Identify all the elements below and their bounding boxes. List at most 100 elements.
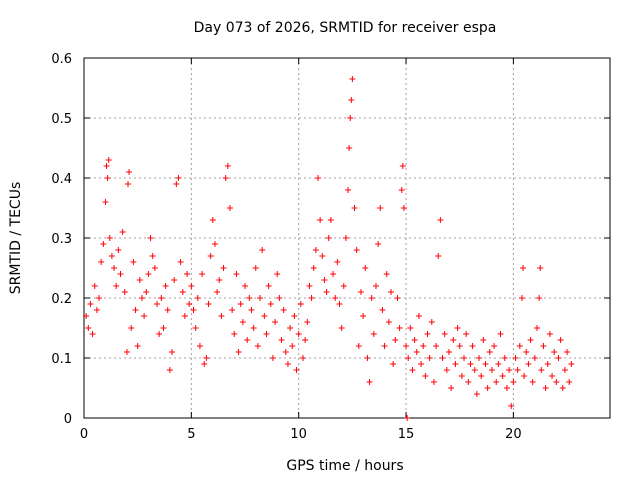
data-point bbox=[312, 247, 319, 253]
data-point bbox=[420, 343, 427, 349]
data-point bbox=[347, 115, 354, 121]
data-point bbox=[282, 349, 289, 355]
data-point bbox=[196, 343, 203, 349]
data-point bbox=[399, 163, 406, 169]
data-point bbox=[169, 349, 176, 355]
data-point bbox=[160, 325, 167, 331]
data-point bbox=[473, 391, 480, 397]
data-point bbox=[334, 259, 341, 265]
data-point bbox=[132, 307, 139, 313]
data-point bbox=[461, 355, 468, 361]
data-point bbox=[456, 343, 463, 349]
data-point bbox=[332, 295, 339, 301]
data-point bbox=[520, 265, 527, 271]
data-point bbox=[306, 283, 313, 289]
data-point bbox=[336, 301, 343, 307]
data-point bbox=[179, 289, 186, 295]
data-point bbox=[413, 349, 420, 355]
data-point bbox=[370, 331, 377, 337]
data-point bbox=[252, 265, 259, 271]
data-point bbox=[214, 289, 221, 295]
data-point bbox=[119, 229, 126, 235]
data-point bbox=[175, 175, 182, 181]
data-point bbox=[235, 349, 242, 355]
data-point bbox=[267, 301, 274, 307]
data-point bbox=[527, 337, 534, 343]
data-point bbox=[106, 235, 113, 241]
data-point bbox=[231, 331, 238, 337]
data-point bbox=[194, 295, 201, 301]
data-point bbox=[495, 361, 502, 367]
data-point bbox=[553, 379, 560, 385]
data-point bbox=[263, 331, 270, 337]
data-point bbox=[224, 163, 231, 169]
data-point bbox=[422, 373, 429, 379]
data-point bbox=[555, 355, 562, 361]
data-point bbox=[394, 295, 401, 301]
data-point bbox=[220, 265, 227, 271]
data-point bbox=[430, 379, 437, 385]
data-point bbox=[415, 313, 422, 319]
data-point bbox=[372, 283, 379, 289]
data-point bbox=[508, 403, 515, 409]
data-point bbox=[115, 247, 122, 253]
data-point bbox=[403, 343, 410, 349]
data-point bbox=[199, 271, 206, 277]
data-point bbox=[284, 361, 291, 367]
data-point bbox=[537, 265, 544, 271]
data-point bbox=[151, 265, 158, 271]
data-point bbox=[512, 355, 519, 361]
chart-title: Day 073 of 2026, SRMTID for receiver esp… bbox=[194, 20, 497, 36]
data-point bbox=[450, 337, 457, 343]
data-point bbox=[345, 187, 352, 193]
data-point bbox=[98, 259, 105, 265]
data-point bbox=[250, 325, 257, 331]
y-tick-label: 0 bbox=[64, 412, 72, 427]
data-point bbox=[205, 301, 212, 307]
data-point bbox=[91, 283, 98, 289]
x-axis-label: GPS time / hours bbox=[286, 458, 403, 474]
data-point bbox=[392, 337, 399, 343]
data-point bbox=[405, 355, 412, 361]
y-tick-label: 0.5 bbox=[51, 112, 72, 127]
data-point bbox=[476, 355, 483, 361]
data-point bbox=[186, 301, 193, 307]
data-point bbox=[188, 283, 195, 289]
data-point bbox=[342, 235, 349, 241]
x-tick-label: 5 bbox=[187, 427, 195, 442]
data-point bbox=[173, 181, 180, 187]
data-point bbox=[136, 277, 143, 283]
data-point bbox=[242, 283, 249, 289]
data-point bbox=[302, 337, 309, 343]
data-point bbox=[222, 175, 229, 181]
data-point bbox=[439, 355, 446, 361]
data-point bbox=[297, 301, 304, 307]
data-point bbox=[366, 379, 373, 385]
data-point bbox=[353, 247, 360, 253]
data-point bbox=[325, 235, 332, 241]
data-point bbox=[469, 343, 476, 349]
data-point bbox=[346, 145, 353, 151]
data-point bbox=[443, 367, 450, 373]
data-point bbox=[465, 379, 472, 385]
data-point bbox=[246, 295, 253, 301]
data-point bbox=[104, 175, 111, 181]
data-point bbox=[454, 325, 461, 331]
data-point bbox=[428, 319, 435, 325]
data-point bbox=[510, 379, 517, 385]
data-point bbox=[138, 295, 145, 301]
data-point bbox=[407, 325, 414, 331]
data-point bbox=[538, 367, 545, 373]
data-point bbox=[381, 343, 388, 349]
data-point bbox=[177, 259, 184, 265]
data-point bbox=[409, 367, 416, 373]
data-point bbox=[340, 283, 347, 289]
data-point bbox=[516, 343, 523, 349]
data-point bbox=[327, 217, 334, 223]
data-point bbox=[299, 355, 306, 361]
data-point bbox=[561, 367, 568, 373]
data-point bbox=[254, 343, 261, 349]
data-point bbox=[201, 361, 208, 367]
data-point bbox=[265, 283, 272, 289]
